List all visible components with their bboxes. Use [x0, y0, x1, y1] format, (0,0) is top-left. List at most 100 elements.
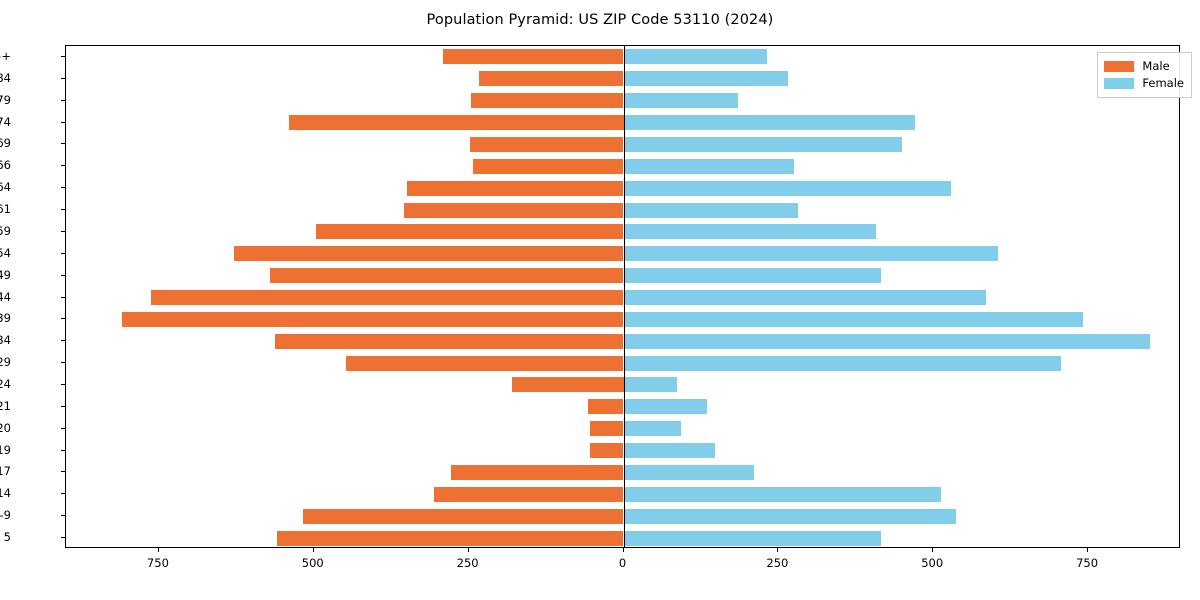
y-tick-label: Under 5	[0, 530, 11, 545]
pyramid-row	[66, 464, 1179, 480]
x-tick-label: 750	[1076, 556, 1099, 570]
x-tick-mark	[932, 548, 934, 552]
x-tick-mark	[467, 548, 469, 552]
bar-male-5-9	[302, 508, 624, 524]
bar-female-60-61	[623, 202, 798, 218]
zero-axis-line	[623, 46, 625, 547]
bar-female-under-5	[623, 530, 881, 546]
y-tick-label: 22-24	[0, 376, 11, 391]
bar-male-18-19	[590, 443, 624, 459]
y-tick-mark	[61, 143, 65, 145]
y-tick-label: 10-14	[0, 486, 11, 501]
bar-female-21	[623, 399, 707, 415]
legend-entry-female: Female	[1104, 75, 1184, 92]
y-tick-label: 67-69	[0, 136, 11, 151]
bar-male-50-54	[233, 246, 624, 262]
bar-male-60-61	[404, 202, 624, 218]
pyramid-row	[66, 180, 1179, 196]
bar-male-under-5	[276, 530, 624, 546]
y-tick-mark	[61, 252, 65, 254]
y-tick-mark	[61, 187, 65, 189]
bar-female-18-19	[623, 443, 715, 459]
y-tick-label: 20	[0, 420, 11, 435]
bar-male-15-17	[451, 464, 624, 480]
bar-female-75-79	[623, 93, 739, 109]
bar-female-45-49	[623, 268, 881, 284]
y-tick-label: 21	[0, 398, 11, 413]
bar-male-25-29	[345, 355, 624, 371]
bar-female-30-34	[623, 333, 1151, 349]
pyramid-row	[66, 202, 1179, 218]
pyramid-row	[66, 486, 1179, 502]
y-tick-label: 40-44	[0, 289, 11, 304]
x-tick-mark	[622, 548, 624, 552]
x-tick-label: 500	[921, 556, 944, 570]
y-tick-mark	[61, 296, 65, 298]
y-tick-label: 75-79	[0, 92, 11, 107]
y-tick-label: 5-9	[0, 508, 11, 523]
y-tick-mark	[61, 362, 65, 364]
y-tick-mark	[61, 274, 65, 276]
legend-label: Female	[1142, 75, 1184, 90]
y-tick-label: 15-17	[0, 464, 11, 479]
bar-male-20	[590, 421, 624, 437]
bar-female-70-74	[623, 115, 916, 131]
bar-female-20	[623, 421, 682, 437]
y-tick-mark	[61, 405, 65, 407]
x-tick-mark	[157, 548, 159, 552]
pyramid-row	[66, 224, 1179, 240]
bar-male-35-39	[122, 311, 624, 327]
pyramid-row	[66, 246, 1179, 262]
pyramid-row	[66, 508, 1179, 524]
bar-male-85-	[443, 49, 624, 65]
pyramid-row	[66, 333, 1179, 349]
x-tick-label: 500	[301, 556, 324, 570]
y-tick-mark	[61, 165, 65, 167]
bar-female-85-	[623, 49, 768, 65]
bar-female-40-44	[623, 290, 986, 305]
pyramid-row	[66, 93, 1179, 109]
y-tick-mark	[61, 340, 65, 342]
x-tick-label: 250	[766, 556, 789, 570]
y-tick-mark	[61, 493, 65, 495]
pyramid-row	[66, 290, 1179, 305]
bar-female-22-24	[623, 377, 678, 393]
y-tick-mark	[61, 230, 65, 232]
x-tick-label: 0	[618, 556, 627, 570]
pyramid-row	[66, 268, 1179, 284]
y-tick-label: 65-66	[0, 158, 11, 173]
y-tick-label: 80-84	[0, 70, 11, 85]
y-tick-label: 50-54	[0, 245, 11, 260]
plot-area	[65, 45, 1180, 548]
bar-male-80-84	[479, 71, 624, 87]
pyramid-row	[66, 136, 1179, 152]
bar-male-10-14	[433, 486, 624, 502]
y-tick-mark	[61, 318, 65, 320]
y-tick-label: 25-29	[0, 355, 11, 370]
y-tick-mark	[61, 449, 65, 451]
bar-female-55-59	[623, 224, 876, 240]
y-tick-label: 62-64	[0, 180, 11, 195]
bar-male-67-69	[470, 136, 624, 152]
x-tick-mark	[1087, 548, 1089, 552]
bar-male-40-44	[151, 290, 624, 305]
bar-male-55-59	[315, 224, 624, 240]
pyramid-row	[66, 115, 1179, 131]
y-tick-label: 55-59	[0, 223, 11, 238]
bar-male-70-74	[289, 115, 624, 131]
y-tick-mark	[61, 55, 65, 57]
y-tick-mark	[61, 99, 65, 101]
pyramid-row	[66, 158, 1179, 174]
y-tick-mark	[61, 515, 65, 517]
bar-female-10-14	[623, 486, 942, 502]
chart-legend: Male Female	[1097, 52, 1192, 98]
bar-female-35-39	[623, 311, 1084, 327]
bar-female-62-64	[623, 180, 951, 196]
bar-female-65-66	[623, 158, 795, 174]
y-tick-label: 35-39	[0, 311, 11, 326]
bar-male-30-34	[275, 333, 624, 349]
legend-swatch-female	[1104, 78, 1135, 89]
y-tick-label: 45-49	[0, 267, 11, 282]
bar-female-25-29	[623, 355, 1061, 371]
